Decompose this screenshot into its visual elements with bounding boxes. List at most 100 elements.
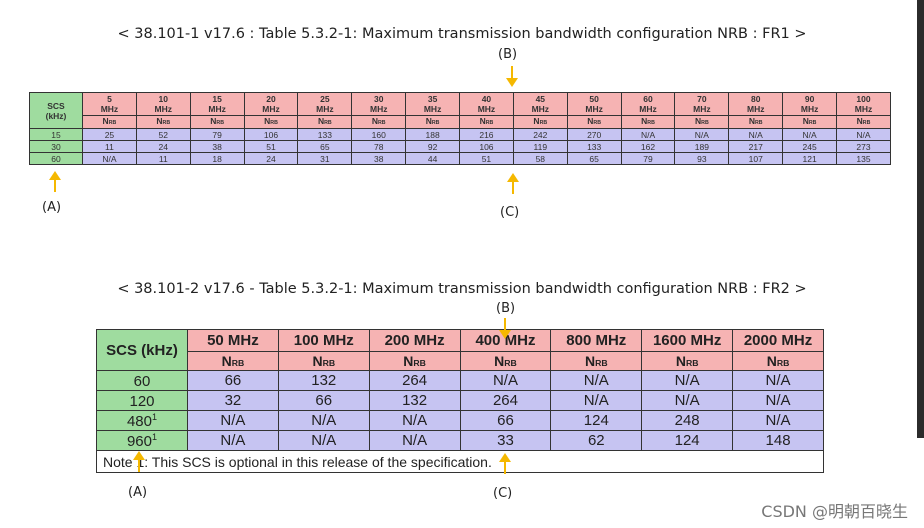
fr1-cell: 92 — [405, 140, 461, 153]
fr1-bw-value: 80 — [751, 94, 761, 104]
fr1-nrb-label: NRB — [620, 115, 676, 129]
nrb-rb: RB — [431, 120, 440, 126]
fr1-bw-unit: MHz — [477, 104, 496, 114]
fr2-row-scs60: 60 66 132 264 N/A N/A N/A N/A — [96, 370, 824, 391]
fr2-scs-value: 60 — [96, 370, 188, 391]
fr1-cell: 135 — [836, 152, 891, 165]
fr2-row-scs960: 9601 N/A N/A N/A 33 62 124 148 — [96, 430, 824, 451]
nrb-rb: RB — [755, 120, 763, 126]
fr2-cell: 62 — [550, 430, 643, 451]
nrb-n: N — [533, 116, 540, 126]
fr1-bw-value: 50 — [589, 94, 599, 104]
fr1-cell: 51 — [459, 152, 514, 165]
fr1-nrb-label: NRB — [674, 115, 730, 129]
fr1-bw-header: 90 MHz — [782, 92, 838, 116]
fr2-bw-header: 2000 MHz — [732, 329, 824, 352]
fr1-nrb-label: NRB — [243, 115, 299, 129]
fr2-cell: 66 — [459, 410, 552, 431]
fr1-nrb-label: NRB — [782, 115, 838, 129]
nrb-rb: RB — [593, 120, 602, 126]
fr1-bw-header: 30 MHz — [351, 92, 407, 116]
fr1-bw-unit: MHz — [208, 104, 226, 114]
nrb-rb: RB — [324, 120, 332, 126]
nrb-rb: RB — [231, 358, 245, 368]
fr1-row-scs60: 60 N/A 11 18 24 31 38 44 51 58 65 79 93 … — [29, 152, 891, 165]
fr1-bw-value: 15 — [212, 94, 222, 104]
fr1-scs-header: SCS (kHz) — [29, 92, 83, 129]
nrb-n: N — [479, 116, 486, 126]
fr2-nrb-label: NRB — [641, 351, 734, 371]
fr2-cell: N/A — [550, 390, 643, 411]
fr2-cell: 148 — [732, 430, 824, 451]
fr2-bw-header: 200 MHz — [368, 329, 461, 352]
fr1-cell: N/A — [620, 128, 676, 141]
fr1-bw-header: 60 MHz — [620, 92, 676, 116]
fr2-nrb-label: NRB — [550, 351, 643, 371]
fr1-nrb-label: NRB — [405, 115, 461, 129]
fr2-cell: N/A — [641, 390, 734, 411]
fr2-cell: N/A — [277, 410, 370, 431]
nrb-n: N — [312, 353, 323, 369]
fr1-bw-unit: MHz — [100, 104, 119, 114]
fr1-arrow-up-icon — [507, 173, 519, 194]
fr1-cell: 273 — [836, 140, 891, 153]
fr1-cell: 121 — [782, 152, 838, 165]
nrb-n: N — [675, 353, 686, 369]
fr1-bw-header: 45 MHz — [512, 92, 568, 116]
fr1-bw-header: 10 MHz — [135, 92, 191, 116]
fr1-cell: 24 — [243, 152, 299, 165]
fr1-bw-unit: MHz — [747, 104, 765, 114]
fr1-cell: 65 — [297, 140, 353, 153]
fr1-cell: 52 — [135, 128, 191, 141]
fr1-nrb-label: NRB — [728, 115, 784, 129]
nrb-n: N — [317, 116, 325, 126]
nrb-n: N — [210, 116, 217, 126]
fr2-nrb-label: NRB — [368, 351, 461, 371]
fr1-scs-value: 60 — [29, 152, 83, 165]
fr1-cell: 24 — [135, 140, 191, 153]
fr1-cell: 78 — [351, 140, 407, 153]
fr1-cell: 79 — [620, 152, 676, 165]
nrb-n: N — [695, 116, 702, 126]
nrb-rb: RB — [539, 120, 548, 126]
fr1-bw-header: 5 MHz — [82, 92, 137, 116]
fr2-cell: N/A — [732, 370, 824, 391]
fr1-scs-header-line2: (kHz) — [45, 110, 67, 121]
nrb-rb: RB — [485, 120, 494, 126]
fr2-marker-c: (C) — [493, 486, 513, 501]
fr1-bw-header: 35 MHz — [405, 92, 461, 116]
nrb-rb: RB — [776, 358, 790, 368]
fr1-cell: 79 — [189, 128, 245, 141]
fr1-scs-value: 30 — [29, 140, 83, 153]
nrb-n: N — [221, 353, 232, 369]
fr2-marker-a: (A) — [128, 485, 148, 500]
fr2-cell: 132 — [277, 370, 370, 391]
fr1-bw-unit: MHz — [639, 104, 657, 114]
fr1-bw-value: 25 — [320, 94, 330, 104]
fr1-row-scs15: 15 25 52 79 106 133 160 188 216 242 270 … — [29, 128, 891, 141]
fr2-cell: N/A — [187, 410, 279, 431]
nrb-n: N — [403, 353, 414, 369]
fr2-cell: N/A — [550, 370, 643, 391]
fr2-bw-header: 50 MHz — [187, 329, 279, 352]
fr2-cell: N/A — [459, 370, 552, 391]
fr1-nrb-label: NRB — [351, 115, 407, 129]
fr1-cell: 270 — [566, 128, 622, 141]
fr2-cell: 66 — [277, 390, 370, 411]
nrb-rb: RB — [108, 120, 117, 126]
fr1-cell: 106 — [243, 128, 299, 141]
nrb-rb: RB — [647, 120, 655, 126]
fr1-cell: 189 — [674, 140, 730, 153]
fr1-cell: 217 — [728, 140, 784, 153]
fr2-footnote: Note 1: This SCS is optional in this rel… — [96, 450, 824, 473]
nrb-n: N — [494, 353, 505, 369]
fr1-cell: 160 — [351, 128, 407, 141]
fr1-scs-header-line1: SCS — [47, 100, 65, 111]
nrb-n: N — [587, 116, 594, 126]
fr1-bw-header: 80 MHz — [728, 92, 784, 116]
fr2-cell: 264 — [368, 370, 461, 391]
nrb-rb: RB — [862, 120, 871, 126]
fr1-cell: 106 — [459, 140, 514, 153]
fr2-cell: 124 — [641, 430, 734, 451]
fr1-cell: 216 — [459, 128, 514, 141]
